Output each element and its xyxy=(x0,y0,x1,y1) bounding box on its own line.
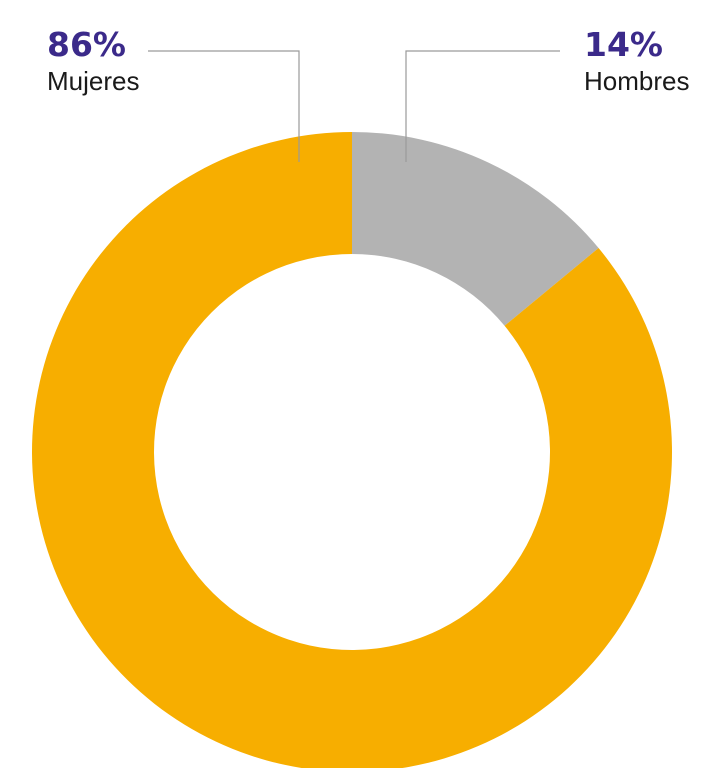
slice-group xyxy=(31,132,672,772)
leader-line-hombres xyxy=(405,50,560,162)
leader-line-mujeres xyxy=(148,50,300,162)
slice-mujeres xyxy=(31,132,672,772)
category-label-hombres: Hombres xyxy=(584,66,689,96)
slice-hombres xyxy=(352,132,599,326)
leader-line-group xyxy=(148,50,560,162)
value-label-mujeres: 86% xyxy=(47,25,126,64)
label-group: 14%Hombres 86%Mujeres xyxy=(47,25,689,96)
value-label-hombres: 14% xyxy=(584,25,663,64)
category-label-mujeres: Mujeres xyxy=(47,66,139,96)
